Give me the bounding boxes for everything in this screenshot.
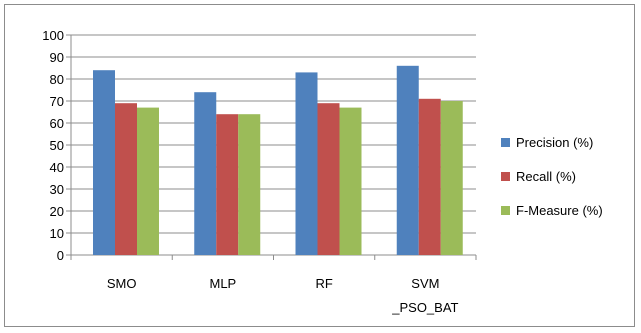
bar [396,65,419,255]
legend-label: Precision (%) [516,135,593,150]
legend-swatch [501,206,510,215]
y-tick-label: 10 [50,226,64,241]
y-tick-label: 70 [50,94,64,109]
y-tick-label: 0 [57,248,64,263]
bar [137,107,159,255]
y-tick-label: 30 [50,182,64,197]
y-tick-label: 40 [50,160,64,175]
x-tick-label: SMO [107,276,137,291]
y-tick-label: 90 [50,50,64,65]
bar [440,101,463,255]
bar [418,98,441,255]
legend-label: F-Measure (%) [516,203,603,218]
y-tick-label: 100 [42,28,64,43]
legend-label: Recall (%) [516,169,576,184]
y-tick-label: 50 [50,138,64,153]
legend-swatch [501,138,510,147]
bar [339,107,362,255]
x-tick-label: SVM [411,276,439,291]
bar [295,72,318,256]
x-tick-label: _PSO_BAT [391,300,458,315]
x-tick-label: MLP [210,276,237,291]
bar [93,70,115,255]
y-tick-label: 60 [50,116,64,131]
x-tick-label: RF [315,276,332,291]
y-tick-label: 80 [50,72,64,87]
bar [317,103,340,255]
bar [238,114,261,255]
y-tick-label: 20 [50,204,64,219]
bar [194,92,217,255]
legend-swatch [501,172,510,181]
bar [216,114,239,255]
bar [115,103,137,255]
